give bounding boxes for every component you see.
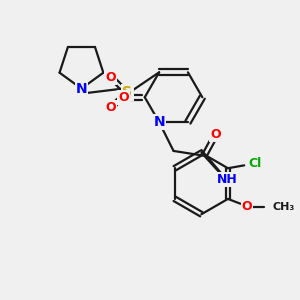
Text: NH: NH <box>217 173 238 186</box>
Text: S: S <box>122 85 133 99</box>
Text: O: O <box>242 200 252 213</box>
Text: O: O <box>210 128 221 141</box>
Text: N: N <box>76 82 87 96</box>
Text: O: O <box>105 101 116 114</box>
Text: O: O <box>105 70 116 84</box>
Text: N: N <box>153 115 165 129</box>
Text: O: O <box>118 91 129 104</box>
Text: CH₃: CH₃ <box>272 202 294 212</box>
Text: Cl: Cl <box>248 157 261 170</box>
